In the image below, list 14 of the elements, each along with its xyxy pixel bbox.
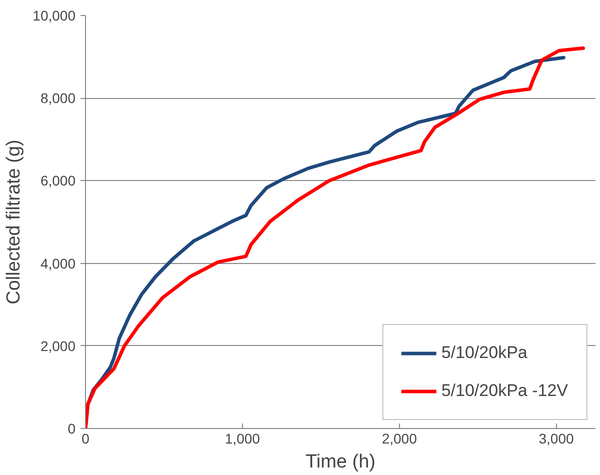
y-axis-title: Collected filtrate (g) (4, 140, 25, 304)
legend-label: 5/10/20kPa -12V (441, 381, 568, 401)
x-tick-label: 2,000 (382, 430, 418, 446)
y-tick-label: 8,000 (40, 90, 76, 106)
y-tick-label: 4,000 (40, 255, 76, 272)
x-tick-label: 1,000 (224, 430, 260, 446)
x-tick-label: 3,000 (538, 430, 574, 446)
x-axis-title: Time (h) (305, 452, 376, 472)
y-tick-label: 0 (68, 420, 76, 436)
x-tick-label: 0 (82, 430, 90, 446)
y-tick-label: 6,000 (40, 172, 76, 189)
y-tick-label: 10,000 (32, 8, 76, 24)
legend-label: 5/10/20kPa (441, 343, 528, 363)
y-tick-label: 2,000 (40, 338, 76, 354)
